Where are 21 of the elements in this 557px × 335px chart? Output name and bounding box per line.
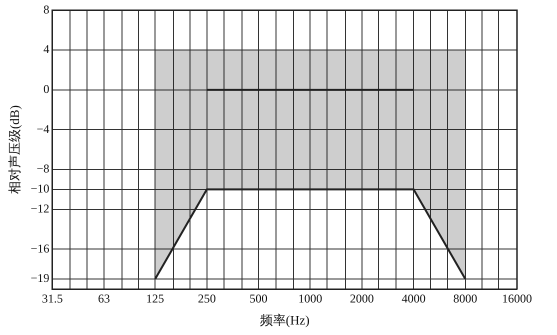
y-tick-label: 4 bbox=[43, 42, 50, 56]
y-tick-label: −8 bbox=[36, 162, 50, 176]
x-tick-label: 16000 bbox=[502, 291, 532, 306]
x-tick-label: 2000 bbox=[350, 291, 374, 306]
y-tick-label: −16 bbox=[30, 241, 50, 256]
x-tick-label: 500 bbox=[250, 291, 268, 306]
x-axis-title: 频率(Hz) bbox=[260, 312, 310, 328]
x-tick-label: 250 bbox=[198, 291, 216, 306]
x-tick-label: 4000 bbox=[402, 291, 426, 306]
x-tick-label: 1000 bbox=[298, 291, 322, 306]
x-tick-label: 8000 bbox=[453, 291, 478, 306]
y-tick-label: 8 bbox=[43, 2, 50, 16]
x-tick-label: 31.5 bbox=[42, 291, 63, 306]
y-tick-label: −12 bbox=[30, 202, 50, 216]
y-axis-title: 相对声压级(dB) bbox=[7, 105, 22, 194]
y-tick-label: −10 bbox=[30, 182, 50, 196]
y-tick-label: 0 bbox=[43, 82, 50, 96]
y-tick-label: −4 bbox=[36, 122, 50, 136]
y-tick-label: −19 bbox=[30, 271, 50, 286]
x-tick-label: 125 bbox=[146, 291, 164, 306]
x-tick-label: 63 bbox=[98, 291, 110, 306]
